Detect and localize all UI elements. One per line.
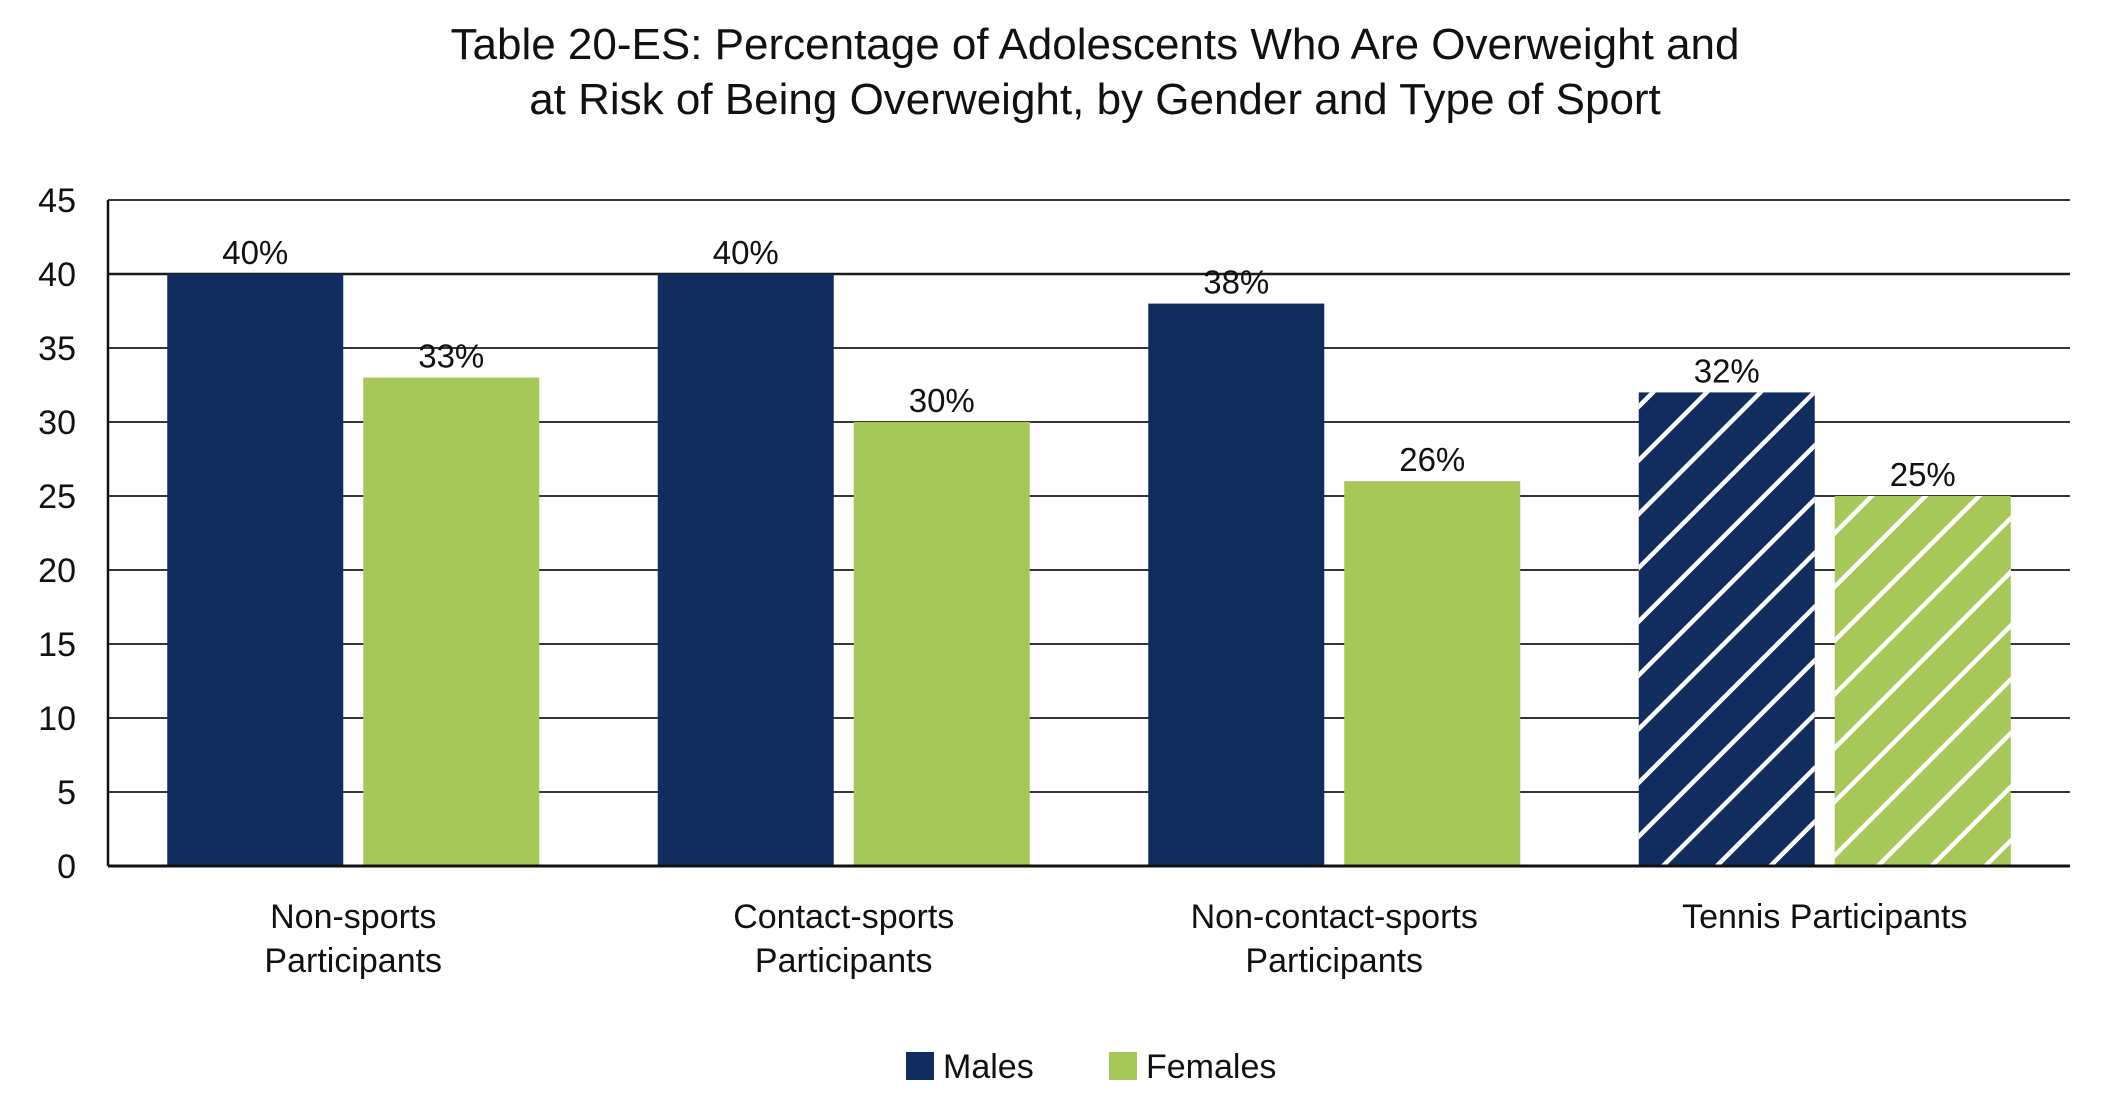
legend-label-males: Males	[943, 1048, 1034, 1086]
bar-females-contact-sports-participants	[853, 422, 1030, 866]
legend-swatch-males	[906, 1052, 934, 1080]
x-category-label: Participants	[1245, 942, 1423, 980]
data-label-males-tennis-participants: 32%	[1694, 352, 1760, 389]
chart-title-line-1: Table 20-ES: Percentage of Adolescents W…	[451, 20, 1740, 69]
data-label-females-tennis-participants: 25%	[1890, 456, 1956, 493]
legend: Males Females	[906, 1048, 1276, 1086]
x-category-label: Contact-sports	[733, 898, 954, 936]
x-category-label: Tennis Participants	[1682, 898, 1967, 936]
y-tick-label: 20	[38, 552, 76, 590]
y-tick-label: 40	[38, 256, 76, 294]
legend-label-females: Females	[1146, 1048, 1276, 1086]
y-tick-label: 30	[38, 404, 76, 442]
y-tick-label: 15	[38, 626, 76, 664]
y-tick-label: 10	[38, 700, 76, 738]
x-category-label: Non-contact-sports	[1191, 898, 1478, 936]
bar-hatch-males-tennis-participants	[1638, 392, 1815, 866]
legend-swatch-females	[1109, 1052, 1137, 1080]
bars	[167, 274, 2011, 867]
data-labels: 40% 33% 40% 30% 38% 26% 32% 25%	[222, 234, 1956, 493]
data-label-males-contact-sports-participants: 40%	[713, 234, 779, 271]
y-tick-label: 45	[38, 182, 76, 220]
x-category-label: Participants	[264, 942, 442, 980]
x-category-label: Participants	[755, 942, 933, 980]
data-label-females-contact-sports-participants: 30%	[909, 382, 975, 419]
bar-hatch-females-tennis-participants	[1834, 496, 2011, 866]
y-tick-label: 5	[57, 774, 76, 812]
data-label-females-non-contact-sports-participants: 26%	[1399, 441, 1465, 478]
y-axis: 0 5 10 15 20 25 30 35 40 45	[38, 182, 110, 886]
data-label-males-non-sports-participants: 40%	[222, 234, 288, 271]
bar-females-non-sports-participants	[363, 377, 540, 866]
bar-males-non-contact-sports-participants	[1148, 303, 1325, 867]
y-tick-label: 0	[57, 848, 76, 886]
chart-title-line-2: at Risk of Being Overweight, by Gender a…	[529, 75, 1661, 124]
bar-females-non-contact-sports-participants	[1344, 481, 1521, 866]
y-tick-label: 35	[38, 330, 76, 368]
data-label-males-non-contact-sports-participants: 38%	[1203, 264, 1269, 301]
data-label-females-non-sports-participants: 33%	[418, 338, 484, 375]
bar-males-contact-sports-participants	[657, 274, 834, 866]
x-axis: Non-sports Participants Contact-sports Part…	[108, 864, 2070, 980]
chart-title: Table 20-ES: Percentage of Adolescents W…	[451, 20, 1740, 124]
y-tick-label: 25	[38, 478, 76, 516]
bar-males-non-sports-participants	[167, 274, 344, 866]
x-category-label: Non-sports	[270, 898, 436, 936]
